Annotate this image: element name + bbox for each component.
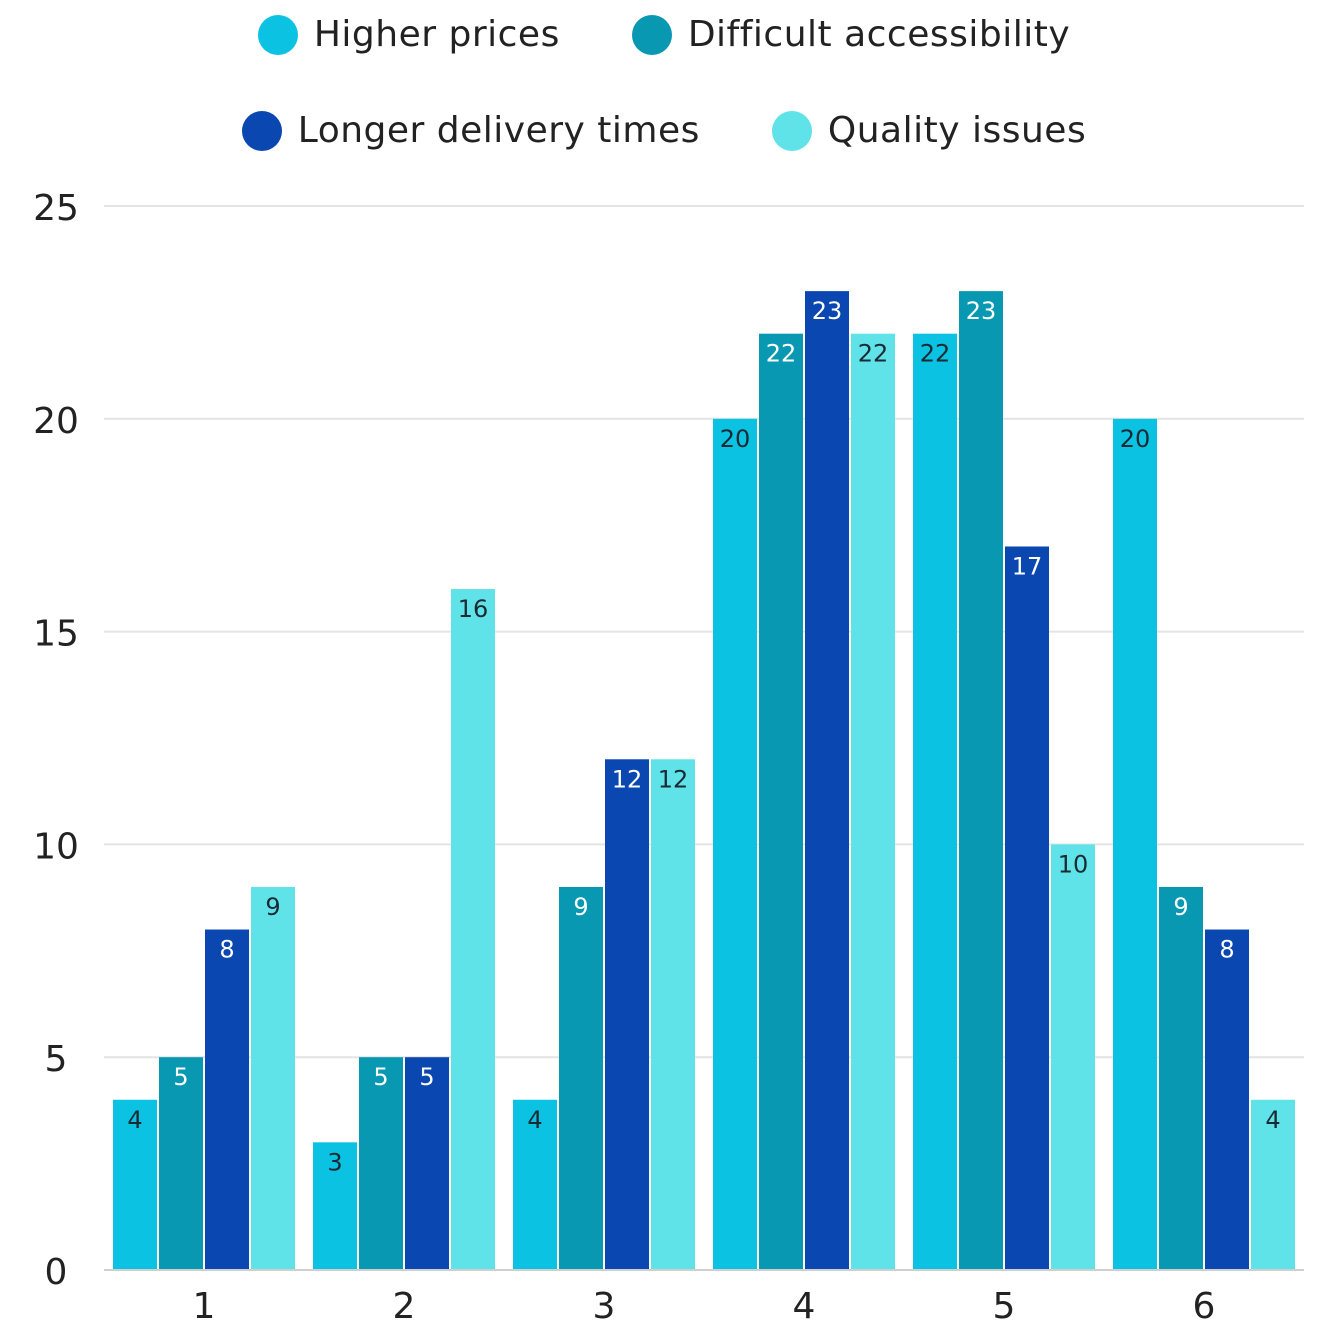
legend-row-1: Higher prices Difficult accessibility xyxy=(0,14,1328,55)
y-tick-label: 10 xyxy=(33,826,79,867)
bar xyxy=(959,291,1003,1270)
data-label: 8 xyxy=(1219,936,1234,964)
bar xyxy=(1159,886,1203,1270)
bar xyxy=(1005,546,1049,1270)
legend-item-difficult-accessibility: Difficult accessibility xyxy=(631,14,1071,55)
bar xyxy=(359,1057,403,1270)
data-label: 9 xyxy=(1173,893,1188,921)
x-tick-label: 6 xyxy=(1193,1286,1216,1327)
legend-swatch xyxy=(771,110,812,151)
legend-swatch xyxy=(257,14,298,55)
bar xyxy=(1251,1099,1295,1270)
bar xyxy=(651,759,695,1270)
bar xyxy=(159,1057,203,1270)
bar xyxy=(1051,844,1095,1270)
bar xyxy=(605,759,649,1270)
bar xyxy=(713,418,757,1270)
y-tick-label: 5 xyxy=(45,1039,68,1080)
data-label: 22 xyxy=(858,340,889,368)
bar xyxy=(113,1099,157,1270)
data-label: 5 xyxy=(173,1063,188,1091)
y-tick-label: 15 xyxy=(33,614,79,655)
data-label: 5 xyxy=(373,1063,388,1091)
bar xyxy=(451,589,495,1270)
legend-row-2: Longer delivery times Quality issues xyxy=(0,110,1328,151)
data-label: 5 xyxy=(419,1063,434,1091)
bar xyxy=(251,886,295,1270)
bar xyxy=(513,1099,557,1270)
y-tick-label: 20 xyxy=(33,401,79,442)
legend-label: Quality issues xyxy=(827,110,1087,151)
y-tick-label: 0 xyxy=(45,1252,68,1293)
bar xyxy=(805,291,849,1270)
bar xyxy=(313,1142,357,1270)
data-label: 8 xyxy=(219,936,234,964)
x-tick-label: 5 xyxy=(993,1286,1016,1327)
bar xyxy=(405,1057,449,1270)
x-tick-label: 2 xyxy=(393,1286,416,1327)
bar xyxy=(851,333,895,1270)
data-label: 22 xyxy=(766,340,797,368)
bar xyxy=(913,333,957,1270)
x-tick-label: 1 xyxy=(193,1286,216,1327)
data-label: 10 xyxy=(1058,850,1089,878)
x-tick-label: 4 xyxy=(793,1286,816,1327)
data-label: 17 xyxy=(1012,552,1043,580)
bar xyxy=(1113,418,1157,1270)
data-label: 4 xyxy=(1265,1106,1280,1134)
y-tick-label: 25 xyxy=(33,188,79,229)
data-label: 12 xyxy=(658,765,689,793)
legend-swatch xyxy=(241,110,282,151)
bar xyxy=(559,886,603,1270)
legend-item-longer-delivery-times: Longer delivery times xyxy=(241,110,700,151)
data-label: 20 xyxy=(720,425,751,453)
data-label: 3 xyxy=(327,1148,342,1176)
legend-item-higher-prices: Higher prices xyxy=(257,14,560,55)
legend-label: Longer delivery times xyxy=(297,110,700,151)
legend-swatch xyxy=(631,14,672,55)
bar xyxy=(1205,929,1249,1270)
data-label: 23 xyxy=(812,297,843,325)
data-label: 4 xyxy=(527,1106,542,1134)
x-tick-label: 3 xyxy=(593,1286,616,1327)
data-label: 9 xyxy=(265,893,280,921)
data-label: 9 xyxy=(573,893,588,921)
data-label: 4 xyxy=(127,1106,142,1134)
data-label: 22 xyxy=(920,340,951,368)
legend-item-quality-issues: Quality issues xyxy=(771,110,1087,151)
legend-label: Difficult accessibility xyxy=(687,14,1071,55)
data-label: 23 xyxy=(966,297,997,325)
bar xyxy=(759,333,803,1270)
legend-label: Higher prices xyxy=(313,14,560,55)
bar xyxy=(205,929,249,1270)
data-label: 16 xyxy=(458,595,489,623)
data-label: 12 xyxy=(612,765,643,793)
data-label: 20 xyxy=(1120,425,1151,453)
